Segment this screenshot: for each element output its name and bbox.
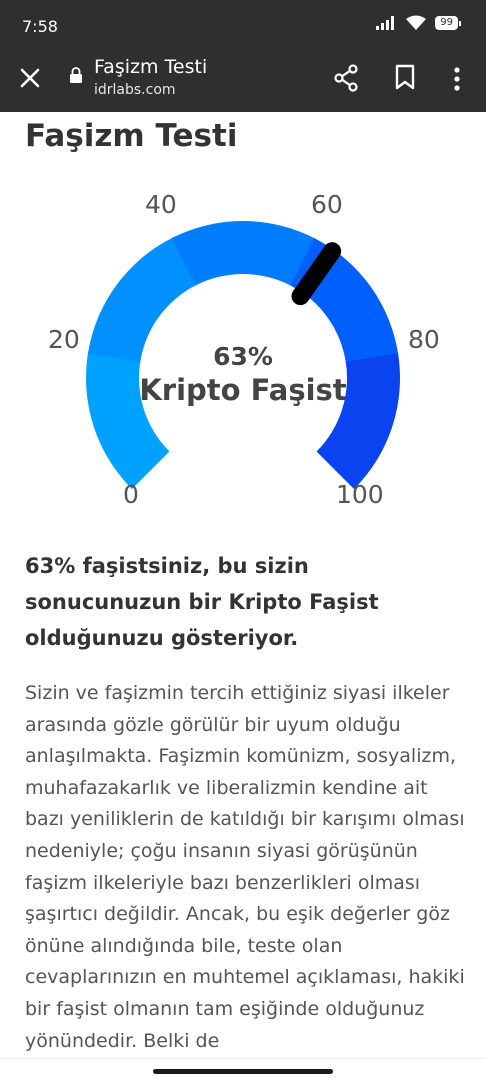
result-description: Sizin ve faşizmin tercih ettiğiniz siyas…	[25, 682, 465, 1052]
page-heading: Faşizm Testi	[25, 118, 238, 154]
home-handle[interactable]	[153, 1069, 333, 1074]
gauge-segment-80-100	[316, 353, 400, 490]
tick-label-40: 40	[145, 190, 177, 219]
more-vert-icon[interactable]	[447, 66, 467, 92]
browser-toolbar: Faşizm Testi idrlabs.com	[0, 50, 486, 112]
lock-icon	[70, 67, 82, 83]
gauge-segment-0-20	[86, 351, 170, 490]
bookmark-icon[interactable]	[394, 64, 416, 90]
result-gauge: 0 20 40 60 80 100 63% Kripto Faşist	[0, 180, 486, 520]
gauge-needle	[291, 242, 342, 306]
tick-label-0: 0	[123, 480, 139, 509]
signal-icon	[376, 16, 395, 30]
gesture-nav-bar	[0, 1058, 486, 1081]
battery-icon: 99	[435, 16, 461, 30]
tick-label-80: 80	[408, 325, 440, 354]
gauge-percent: 63%	[213, 342, 273, 371]
gauge-segment-20-40	[87, 237, 198, 362]
tick-label-100: 100	[336, 480, 384, 509]
share-icon[interactable]	[333, 64, 359, 92]
tick-label-60: 60	[311, 190, 343, 219]
status-time: 7:58	[22, 17, 58, 36]
page-url[interactable]: idrlabs.com	[94, 82, 176, 98]
page-title[interactable]: Faşizm Testi	[94, 56, 208, 78]
tick-label-20: 20	[48, 325, 80, 354]
status-icons: 99	[375, 15, 461, 31]
wifi-icon	[406, 15, 427, 30]
status-bar: 7:58 99	[0, 0, 486, 50]
close-icon[interactable]	[18, 66, 42, 90]
gauge-result-label: Kripto Faşist	[139, 373, 347, 407]
gauge-segment-40-60	[171, 221, 317, 287]
result-summary: 63% faşistsiniz, bu sizin sonucunuzun bi…	[25, 554, 379, 650]
gauge-arc	[86, 221, 400, 490]
